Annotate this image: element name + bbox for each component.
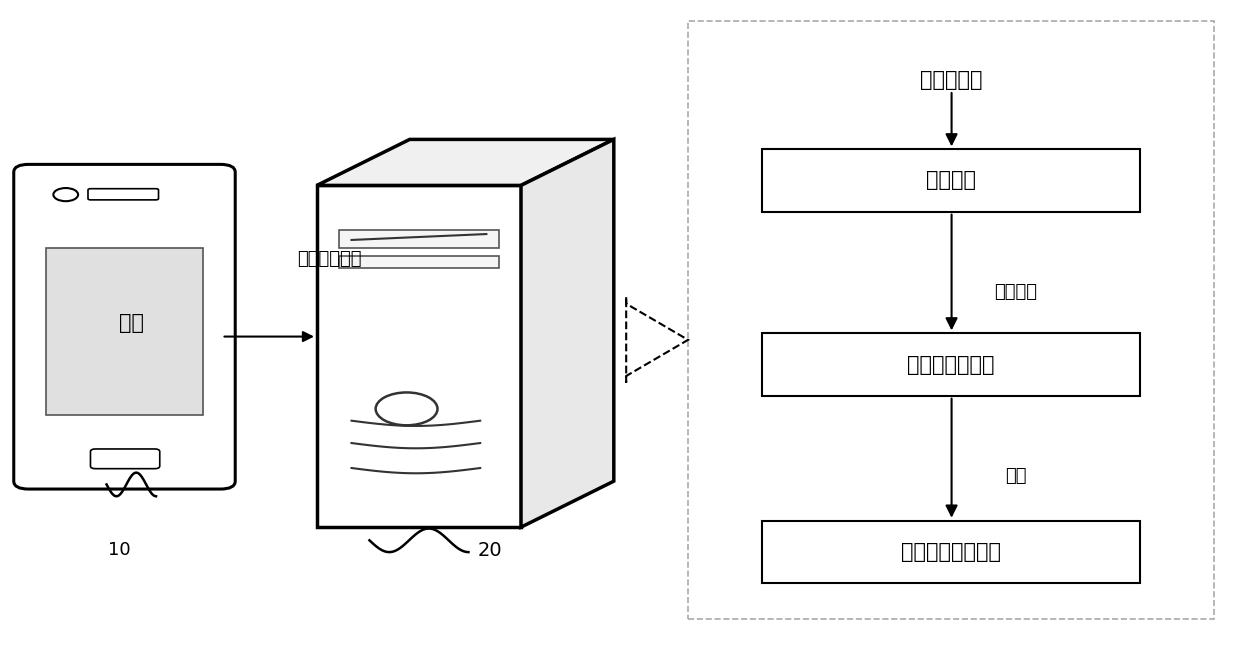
Text: 目标化合物: 目标化合物 — [920, 70, 983, 90]
Text: 终端: 终端 — [119, 314, 144, 333]
Bar — [763, 333, 1140, 396]
Text: 分类模型: 分类模型 — [926, 170, 976, 191]
Circle shape — [376, 393, 438, 425]
Polygon shape — [626, 297, 688, 383]
Bar — [688, 21, 1214, 619]
Bar — [340, 230, 498, 248]
Polygon shape — [317, 185, 521, 527]
Text: 原料: 原料 — [1006, 467, 1027, 485]
Polygon shape — [317, 139, 614, 185]
FancyBboxPatch shape — [88, 189, 159, 200]
Bar — [763, 149, 1140, 212]
Circle shape — [53, 188, 78, 201]
Text: 确定化学合成路线: 确定化学合成路线 — [901, 542, 1001, 562]
Bar — [763, 521, 1140, 583]
Text: 20: 20 — [477, 541, 502, 560]
Polygon shape — [521, 139, 614, 527]
Bar — [46, 248, 203, 415]
FancyBboxPatch shape — [91, 449, 160, 469]
Bar — [340, 255, 498, 267]
FancyBboxPatch shape — [14, 164, 236, 489]
Text: 反应规则: 反应规则 — [994, 283, 1038, 301]
Text: 10: 10 — [108, 541, 130, 559]
Text: 分解逆合成分析: 分解逆合成分析 — [908, 354, 994, 374]
Text: 化学合成请求: 化学合成请求 — [298, 249, 362, 267]
